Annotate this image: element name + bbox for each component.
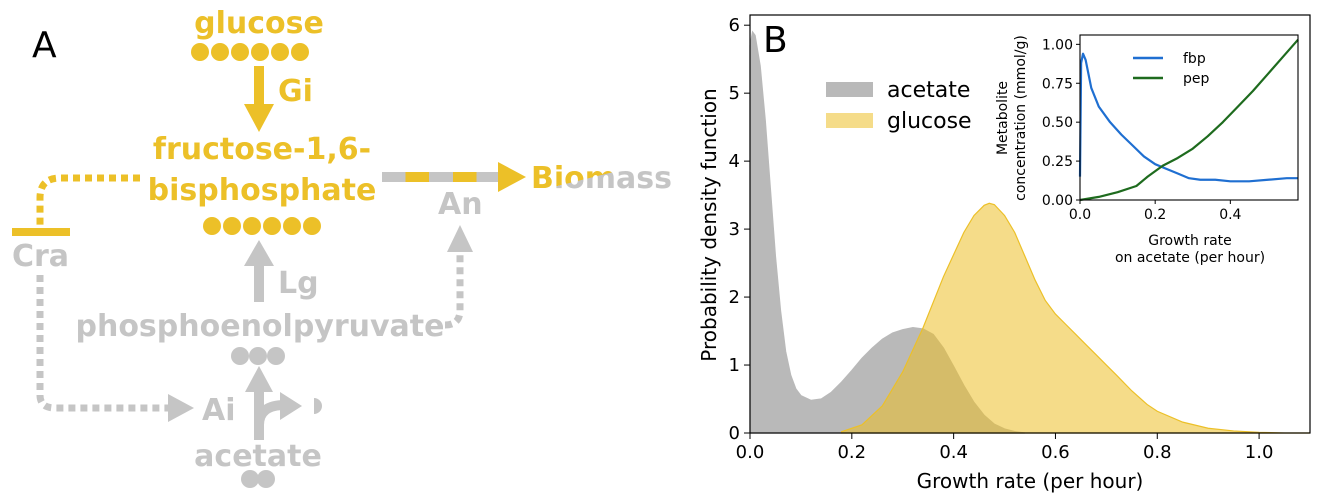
ai-label: Ai <box>202 393 236 428</box>
glucose-label: glucose <box>194 6 324 41</box>
lg-label: Lg <box>278 266 319 301</box>
fbp-label-line1: fructose-1,6- <box>153 132 371 167</box>
main-ytick-label: 5 <box>729 83 740 104</box>
ai-activation-arrowhead <box>168 394 194 422</box>
inset-chart: 0.0 0.2 0.4 0.00 0.25 0.50 0.75 1.00 Growth ra… <box>995 34 1299 266</box>
cra-inhibition-bar <box>12 228 70 236</box>
inset-legend-label-fbp: fbp <box>1183 51 1206 67</box>
inset-xtick-label: 0.4 <box>1219 207 1241 223</box>
pep-carbon-dots <box>231 347 285 365</box>
inset-chart-background <box>1080 35 1298 200</box>
panel-a: A glucose Gi fructose-1,6- bisphosphate … <box>12 6 672 488</box>
inset-legend-label-pep: pep <box>1183 71 1210 87</box>
fbp-carbon-dots <box>203 217 321 235</box>
inset-chart-xlabel-line2: on acetate (per hour) <box>1115 250 1265 266</box>
ai-arrow <box>245 366 322 440</box>
inset-xtick-label: 0.0 <box>1069 207 1091 223</box>
acetate-label: acetate <box>194 439 322 474</box>
main-xtick-label: 0.4 <box>939 442 968 463</box>
main-xtick-label: 0.2 <box>837 442 866 463</box>
fbp-label-line2: bisphosphate <box>148 173 377 208</box>
inset-xtick-label: 0.2 <box>1144 207 1166 223</box>
legend-label-acetate: acetate <box>887 78 970 103</box>
inset-chart-legend: fbp pep <box>1133 51 1210 87</box>
main-ytick-label: 2 <box>729 287 740 308</box>
inset-line-pep <box>1079 38 1299 202</box>
cra-label: Cra <box>12 239 69 274</box>
glucose-carbon-dots <box>191 43 309 61</box>
inset-chart-xticks: 0.0 0.2 0.4 <box>1069 200 1242 223</box>
main-chart-areas <box>749 30 1310 434</box>
legend-swatch-acetate <box>826 82 873 97</box>
inset-ytick-label: 0.50 <box>1042 115 1073 131</box>
inset-chart-ylabel-line1: Metabolite <box>995 81 1011 155</box>
pep-to-an-dotted <box>444 252 464 329</box>
main-ytick-label: 4 <box>729 151 740 172</box>
main-chart-ylabel: Probability density function <box>697 88 721 361</box>
main-ytick-label: 1 <box>729 355 740 376</box>
main-chart-frame <box>749 14 1311 434</box>
inset-chart-xlabel-line1: Growth rate <box>1148 233 1232 249</box>
main-chart-xlabel: Growth rate (per hour) <box>917 469 1144 493</box>
biomass-label: Biomass <box>531 161 672 196</box>
acetate-carbon-dots <box>241 470 275 488</box>
legend-label-glucose: glucose <box>887 109 972 134</box>
inset-chart-lines <box>1078 38 1299 202</box>
main-chart-legend: acetate glucose <box>826 78 972 134</box>
panel-b: B 0.0 0.2 0.4 0.6 0.8 1.0 0 1 2 3 4 5 6 Growth rate… <box>697 14 1311 493</box>
main-chart: 0.0 0.2 0.4 0.6 0.8 1.0 0 1 2 3 4 5 6 Growth rate (… <box>697 14 1311 493</box>
lg-arrow <box>244 240 274 302</box>
inset-ytick-label: 0.00 <box>1042 193 1073 209</box>
inset-chart-yticks: 0.00 0.25 0.50 0.75 1.00 <box>1042 37 1080 209</box>
inset-ytick-label: 0.25 <box>1042 154 1073 170</box>
gi-arrow <box>244 66 274 132</box>
inset-chart-ylabel-line2: concentration (mmol/g) <box>1013 35 1029 201</box>
main-chart-yticks: 0 1 2 3 4 5 6 <box>729 15 750 444</box>
main-ytick-label: 3 <box>729 219 740 240</box>
main-xtick-label: 0.8 <box>1143 442 1172 463</box>
gi-label: Gi <box>278 74 313 109</box>
main-ytick-label: 0 <box>729 423 740 444</box>
panel-a-letter: A <box>32 25 57 66</box>
legend-swatch-glucose <box>826 113 873 128</box>
an-arrowhead <box>447 225 473 252</box>
an-label: An <box>438 187 483 222</box>
inset-ytick-label: 1.00 <box>1042 37 1073 53</box>
inset-line-fbp <box>1078 52 1298 183</box>
inset-ytick-label: 0.75 <box>1042 76 1073 92</box>
main-xtick-label: 0.6 <box>1041 442 1070 463</box>
main-xtick-label: 1.0 <box>1245 442 1274 463</box>
panel-b-letter: B <box>763 20 788 61</box>
biomass-arrow <box>382 162 526 192</box>
inset-chart-frame <box>1079 34 1299 201</box>
pep-label: phosphoenolpyruvate <box>75 309 444 344</box>
cra-to-ai-dotted <box>36 275 170 412</box>
main-chart-xticks: 0.0 0.2 0.4 0.6 0.8 1.0 <box>736 433 1274 463</box>
cra-inhibition-line <box>36 174 140 228</box>
main-xtick-label: 0.0 <box>736 442 765 463</box>
density-area-glucose <box>841 202 1310 434</box>
main-ytick-label: 6 <box>729 15 740 36</box>
